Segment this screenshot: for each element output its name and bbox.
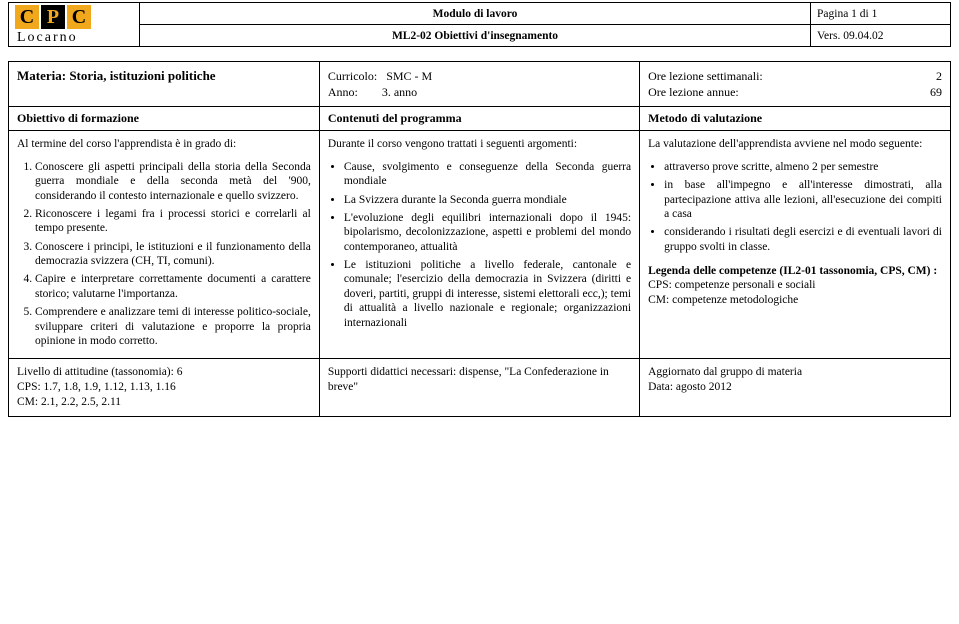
svg-text:P: P: [47, 6, 59, 28]
anno-label: Anno:: [328, 85, 358, 99]
header-version: Vers. 09.04.02: [811, 25, 951, 47]
page: C P C Locarno Modulo di lavoro Pagina 1 …: [0, 0, 959, 425]
anno-value: 3. anno: [382, 85, 417, 99]
logo-cell: C P C Locarno: [9, 3, 140, 47]
header-table: C P C Locarno Modulo di lavoro Pagina 1 …: [8, 2, 951, 47]
ore-sett-value: 2: [936, 68, 942, 84]
heading-col1: Obiettivo di formazione: [9, 107, 320, 131]
main-table: Materia: Storia, istituzioni politiche C…: [8, 61, 951, 417]
ore-annue-label: Ore lezione annue:: [648, 84, 739, 100]
logo-icon: C P C Locarno: [15, 5, 133, 45]
curricolo-label: Curricolo:: [328, 69, 377, 83]
footer-right-line2: Data: agosto 2012: [648, 380, 942, 395]
footer-left-line2: CPS: 1.7, 1.8, 1.9, 1.12, 1.13, 1.16: [17, 380, 311, 395]
svg-text:Locarno: Locarno: [17, 30, 78, 45]
footer-col2: Supporti didattici necessari: dispense, …: [319, 359, 639, 417]
body-col3: La valutazione dell'apprendista avviene …: [640, 131, 951, 359]
footer-right-line1: Aggiornato dal gruppo di materia: [648, 365, 942, 380]
body-col1: Al termine del corso l'apprendista è in …: [9, 131, 320, 359]
intro-col3: La valutazione dell'apprendista avviene …: [648, 137, 942, 151]
header-title: Modulo di lavoro: [140, 3, 811, 25]
intro-col1: Al termine del corso l'apprendista è in …: [17, 137, 311, 151]
list-item: Capire e interpretare correttamente docu…: [35, 272, 311, 301]
materia-cell: Materia: Storia, istituzioni politiche: [9, 62, 320, 107]
header-page-info: Pagina 1 di 1: [811, 3, 951, 25]
list-item: Comprendere e analizzare temi di interes…: [35, 305, 311, 348]
contents-list: Cause, svolgimento e conseguenze della S…: [328, 160, 631, 330]
footer-left-line1: Livello di attitudine (tassonomia): 6: [17, 365, 311, 380]
header-subtitle: ML2-02 Obiettivi d'insegnamento: [140, 25, 811, 47]
objectives-list: Conoscere gli aspetti principali della s…: [17, 160, 311, 349]
legend-line1: CPS: competenze personali e sociali: [648, 278, 942, 292]
list-item: Cause, svolgimento e conseguenze della S…: [344, 160, 631, 189]
footer-left-line3: CM: 2.1, 2.2, 2.5, 2.11: [17, 395, 311, 410]
list-item: Riconoscere i legami fra i processi stor…: [35, 207, 311, 236]
legend-title: Legenda delle competenze (IL2-01 tassono…: [648, 264, 942, 278]
list-item: considerando i risultati degli esercizi …: [664, 225, 942, 254]
footer-mid: Supporti didattici necessari: dispense, …: [328, 366, 609, 393]
svg-text:C: C: [72, 6, 86, 28]
ore-sett-label: Ore lezione settimanali:: [648, 68, 763, 84]
heading-col3: Metodo di valutazione: [640, 107, 951, 131]
curricolo-cell: Curricolo: SMC - M Anno: 3. anno: [319, 62, 639, 107]
heading-col2: Contenuti del programma: [319, 107, 639, 131]
footer-col1: Livello di attitudine (tassonomia): 6 CP…: [9, 359, 320, 417]
svg-text:C: C: [20, 6, 34, 28]
ore-annue-value: 69: [930, 84, 942, 100]
curricolo-value: SMC - M: [386, 69, 432, 83]
list-item: La Svizzera durante la Seconda guerra mo…: [344, 193, 631, 207]
intro-col2: Durante il corso vengono trattati i segu…: [328, 137, 631, 151]
ore-cell: Ore lezione settimanali: 2 Ore lezione a…: [640, 62, 951, 107]
footer-col3: Aggiornato dal gruppo di materia Data: a…: [640, 359, 951, 417]
list-item: L'evoluzione degli equilibri internazion…: [344, 211, 631, 254]
list-item: Conoscere gli aspetti principali della s…: [35, 160, 311, 203]
list-item: Conoscere i principi, le istituzioni e i…: [35, 240, 311, 269]
list-item: attraverso prove scritte, almeno 2 per s…: [664, 160, 942, 174]
legend-block: Legenda delle competenze (IL2-01 tassono…: [648, 264, 942, 307]
list-item: in base all'impegno e all'interesse dimo…: [664, 178, 942, 221]
body-col2: Durante il corso vengono trattati i segu…: [319, 131, 639, 359]
evaluation-list: attraverso prove scritte, almeno 2 per s…: [648, 160, 942, 254]
list-item: Le istituzioni politiche a livello feder…: [344, 258, 631, 330]
legend-line2: CM: competenze metodologiche: [648, 293, 942, 307]
